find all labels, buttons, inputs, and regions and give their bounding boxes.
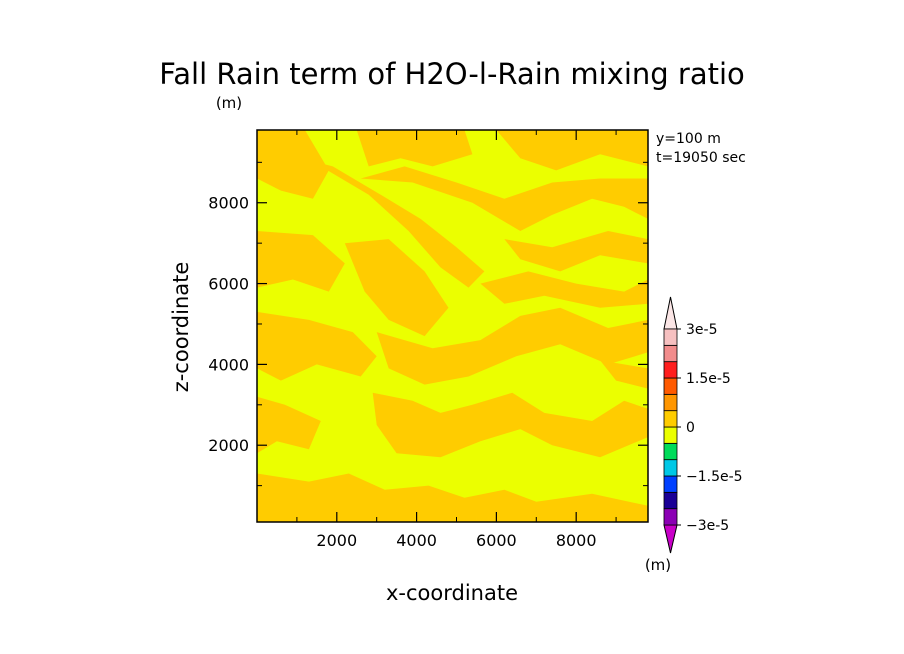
colorbar-swatch [663,361,678,379]
colorbar-label: 3e-5 [686,322,717,338]
contour-region [372,392,648,458]
title-units-label: (m) [216,94,242,112]
colorbar-label: −3e-5 [686,518,729,534]
colorbar-label: −1.5e-5 [686,469,743,485]
contour-region [480,271,648,308]
contour-region [496,130,648,171]
contour-region [292,158,485,288]
colorbar-swatch [663,459,678,477]
colorbar: 3e-5 1.5e-5 0 −1.5e-5 −3e-5 [663,296,743,554]
contour-region [356,130,473,167]
colorbar-swatch [663,491,678,510]
contour-region [344,239,449,337]
x-tick-label: 4000 [396,531,437,550]
colorbar-swatch [663,377,678,395]
chart-title: Fall Rain term of H2O-l-Rain mixing rati… [159,57,745,91]
annotation-time: t=19050 sec [656,150,746,166]
x-tick-label: 2000 [316,531,357,550]
colorbar-swatch [663,475,678,493]
y-axis-label: z-coordinate [169,262,193,393]
colorbar-swatch [663,344,678,363]
colorbar-swatch [663,426,678,444]
x-axis-label: x-coordinate [386,581,518,605]
y-tick-label: 4000 [208,355,249,374]
contour-regions [257,130,648,522]
contour-region [257,396,321,454]
colorbar-label: 1.5e-5 [686,371,731,387]
colorbar-swatch [663,328,678,346]
contour-region [376,307,648,385]
annotation-y-position: y=100 m [656,131,721,147]
contour-region [257,311,377,381]
colorbar-unit-label: (m) [645,556,671,574]
contour-region [257,130,329,199]
y-tick-label: 2000 [208,436,249,455]
plot-frame [256,129,649,523]
x-tick-label: 8000 [556,531,597,550]
contour-region [504,231,648,272]
contour-region [600,360,648,389]
colorbar-swatch [663,410,678,428]
x-tick-label: 6000 [476,531,517,550]
colorbar-label: 0 [686,420,695,436]
colorbar-top-arrow [663,296,678,330]
y-tick-label: 8000 [208,194,249,213]
plot-area: 2000 4000 6000 8000 2000 4000 6000 8000 [208,129,649,550]
contour-region [257,231,345,292]
y-tick-label: 6000 [208,275,249,294]
colorbar-swatch [663,508,678,526]
contour-region [360,166,648,231]
colorbar-bottom-arrow [663,524,678,554]
contour-region [257,473,648,522]
colorbar-swatch [663,393,678,412]
colorbar-swatch [663,442,678,461]
